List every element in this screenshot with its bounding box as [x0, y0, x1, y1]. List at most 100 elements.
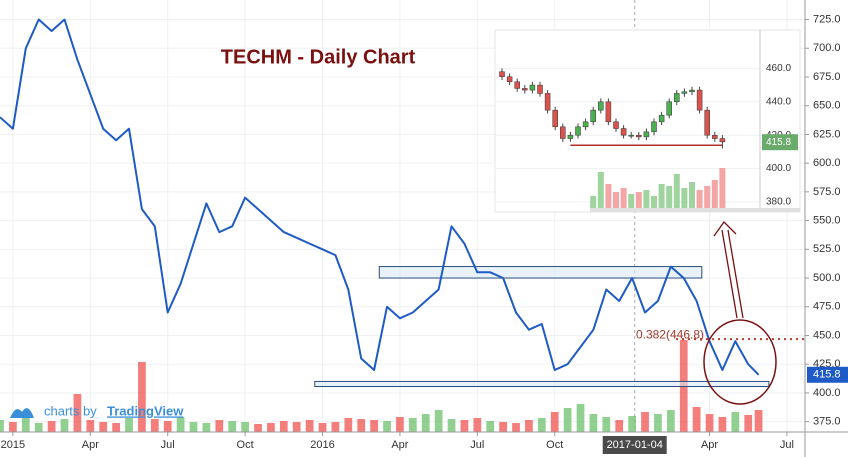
- volume-bar: [344, 418, 353, 432]
- candle-body: [674, 93, 680, 103]
- candle-body: [719, 138, 726, 143]
- volume-bar: [267, 423, 275, 432]
- candle-body: [636, 134, 642, 138]
- candle-body: [522, 88, 528, 91]
- x-tick-label: Jul: [470, 439, 484, 451]
- inset-volume-bar: [590, 196, 597, 208]
- candle-body: [712, 134, 718, 139]
- volume-bar: [408, 418, 417, 432]
- x-tick-label: Jul: [780, 439, 794, 451]
- volume-bar: [202, 423, 211, 432]
- volume-bar: [318, 423, 327, 432]
- y-tick-label: 525.0: [813, 243, 841, 255]
- y-tick-label: 600.0: [813, 157, 841, 169]
- highlight-circle: [703, 319, 777, 405]
- inset-scrollbar: [590, 208, 800, 212]
- inset-y-tick-label: 400.0: [766, 163, 791, 174]
- y-tick-label: 700.0: [813, 42, 841, 54]
- volume-bar: [447, 419, 456, 432]
- inset-volume-bar: [613, 192, 619, 208]
- volume-bar: [150, 419, 159, 432]
- volume-bar: [654, 414, 662, 432]
- x-tick-label: Apr: [82, 439, 99, 451]
- inset-volume-bar: [704, 186, 711, 208]
- volume-bar: [9, 422, 17, 432]
- y-tick-label: 675.0: [813, 71, 841, 83]
- volume-bar: [125, 418, 133, 432]
- volume-bar: [357, 419, 366, 432]
- candle-body: [666, 101, 672, 116]
- inset-volume-bar: [719, 168, 726, 208]
- volume-bar: [138, 362, 146, 432]
- volume-bar: [292, 422, 301, 432]
- candle-body: [499, 71, 505, 78]
- volume-bar: [754, 410, 763, 432]
- volume-bar: [0, 420, 4, 432]
- inset-volume-bar: [681, 188, 688, 208]
- y-tick-label: 550.0: [813, 215, 841, 227]
- volume-bar: [47, 421, 56, 432]
- inset-volume-bar: [658, 184, 665, 208]
- volume-bar: [641, 412, 649, 432]
- arrow-shaft: [721, 229, 744, 319]
- candle-body: [567, 134, 574, 139]
- candle-body: [590, 109, 596, 123]
- volume-bar: [563, 408, 572, 432]
- inset-volume-bar: [696, 190, 703, 208]
- candle-body: [537, 84, 543, 94]
- volume-bar: [370, 420, 378, 432]
- candle-body: [575, 126, 581, 136]
- volume-bar: [228, 421, 237, 432]
- volume-bar: [189, 422, 198, 432]
- chart-title: TECHM - Daily Chart: [221, 46, 416, 68]
- inset-volume-bar: [635, 192, 642, 208]
- candle-body: [643, 131, 650, 138]
- volume-bar: [692, 407, 701, 432]
- inset-last-price-label: 415.8: [766, 137, 791, 148]
- crosshair-label-box: [602, 436, 667, 454]
- inset-y-tick-label: 440.0: [766, 96, 791, 107]
- branding-name: TradingView: [107, 403, 184, 418]
- y-tick-label: 650.0: [813, 100, 841, 112]
- inset-volume-bar: [628, 194, 635, 208]
- x-tick-label: Oct: [546, 439, 563, 451]
- y-tick-label: 475.0: [813, 301, 841, 313]
- inset-y-tick-label: 460.0: [766, 63, 791, 74]
- inset-volume-bar: [711, 180, 718, 208]
- volume-bar: [705, 414, 714, 432]
- crosshair-label: 2017-01-04: [607, 439, 663, 451]
- y-tick-label: 400.0: [813, 387, 841, 399]
- volume-bar: [99, 422, 108, 432]
- volume-bar: [576, 404, 585, 432]
- inset-volume-bar: [689, 182, 695, 208]
- volume-bar: [589, 414, 598, 432]
- inset-volume-bar: [643, 190, 650, 208]
- candle-body: [613, 121, 619, 129]
- price-line: [0, 18, 760, 376]
- volume-bar: [602, 417, 611, 432]
- volume-bar: [21, 418, 30, 432]
- volume-bar: [434, 410, 443, 432]
- x-tick-label: 2016: [310, 439, 334, 451]
- candle-body: [696, 89, 703, 111]
- volume-bar: [460, 420, 469, 432]
- volume-bar: [744, 415, 753, 432]
- candle-body: [560, 126, 566, 139]
- support-zone: [378, 266, 703, 279]
- arrow-head: [713, 220, 737, 237]
- candle-body: [605, 101, 612, 123]
- y-tick-label: 725.0: [813, 13, 841, 25]
- last-price-box: [807, 366, 848, 383]
- branding[interactable]: charts by TradingView: [10, 403, 184, 418]
- candle-body: [552, 109, 558, 128]
- last-price-label: 415.8: [813, 369, 841, 381]
- candle-body: [689, 89, 695, 93]
- volume-bar: [163, 421, 172, 432]
- logo: [10, 408, 34, 418]
- volume-bar: [512, 423, 520, 432]
- inset-volume-bar: [673, 174, 680, 208]
- candle-body: [658, 114, 665, 123]
- volume-bar: [279, 421, 288, 432]
- volume-bar: [615, 420, 624, 432]
- volume-bar: [34, 423, 43, 432]
